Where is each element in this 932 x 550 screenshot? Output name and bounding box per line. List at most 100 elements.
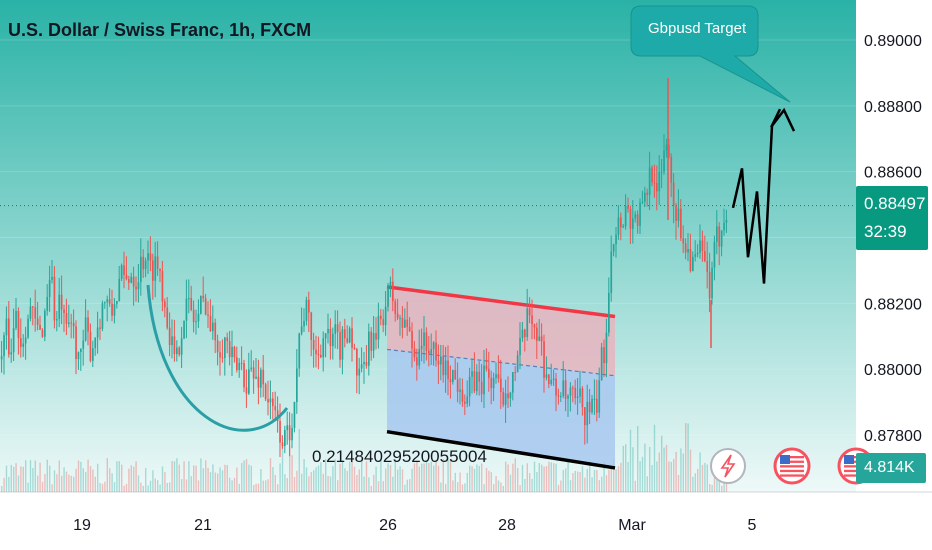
candle-body: [372, 333, 375, 351]
candle-body: [104, 302, 106, 304]
volume-bar: [65, 471, 68, 492]
volume-bar: [569, 480, 572, 492]
candle-body: [238, 362, 241, 371]
candle-body: [34, 307, 37, 319]
candle-body: [185, 298, 188, 321]
volume-bar: [490, 472, 492, 492]
volume-bar: [20, 466, 22, 492]
volume-bar: [298, 429, 300, 492]
candle-body: [322, 338, 325, 358]
volume-bar: [39, 462, 41, 492]
candle-body: [56, 319, 58, 321]
candle-body: [375, 333, 377, 340]
candle-body: [399, 317, 401, 319]
volume-bar: [253, 484, 255, 492]
candle-body: [456, 379, 459, 392]
candle-body: [648, 167, 651, 195]
volume-bar: [22, 466, 24, 492]
candle-body: [603, 347, 605, 364]
volume-bar: [706, 464, 708, 492]
volume-bar: [526, 463, 528, 492]
candle-body: [656, 182, 658, 192]
volume-bar: [553, 463, 555, 492]
candle-body: [48, 279, 51, 298]
volume-bar: [320, 462, 322, 492]
candle-body: [356, 349, 358, 376]
candle-body: [560, 396, 562, 398]
price-tick-label: 0.88600: [864, 165, 922, 182]
volume-bar: [651, 465, 653, 492]
candle-body: [128, 279, 130, 283]
volume-bar: [58, 460, 60, 492]
candle-body: [680, 208, 682, 239]
candle-body: [284, 430, 286, 447]
volume-bar: [346, 470, 348, 492]
candle-body: [514, 372, 517, 374]
candle-body: [670, 156, 673, 183]
candle-body: [188, 298, 190, 300]
candle-body: [195, 321, 197, 323]
volume-bar: [317, 465, 320, 492]
volume-bar: [512, 463, 514, 492]
candle-body: [176, 347, 178, 355]
candle-body: [286, 425, 289, 431]
candle-body: [173, 336, 176, 355]
volume-bar: [121, 464, 123, 492]
volume-bar: [541, 464, 543, 492]
candle-body: [94, 337, 97, 349]
candle-body: [672, 182, 675, 207]
candle-body: [101, 303, 104, 329]
price-axis[interactable]: 0.890000.888000.886000.884000.882000.880…: [864, 33, 922, 445]
candle-body: [255, 376, 257, 379]
volume-bar: [149, 480, 152, 492]
candle-body: [665, 144, 668, 151]
price-tick-label: 0.89000: [864, 33, 922, 50]
price-tick-label: 0.88000: [864, 362, 922, 379]
candle-body: [524, 329, 526, 338]
channel-bottom-line: [386, 429, 616, 470]
candle-body: [281, 442, 284, 447]
candle-body: [449, 379, 452, 383]
candle-body: [166, 307, 169, 328]
volume-bar: [435, 461, 437, 492]
volume-bar: [123, 485, 125, 492]
volume-bar: [265, 480, 267, 492]
candle-body: [334, 324, 337, 334]
flag-stripe: [780, 465, 804, 468]
volume-bar: [464, 483, 466, 492]
event-markers[interactable]: [710, 447, 875, 485]
volume-bar: [505, 461, 507, 492]
candle-body: [161, 271, 164, 302]
time-tick-label: Mar: [618, 517, 646, 534]
volume-bar: [565, 468, 567, 492]
volume-bar: [493, 484, 495, 492]
volume-bar: [421, 463, 423, 492]
candle-body: [651, 167, 653, 183]
volume-bar: [212, 464, 214, 492]
volume-bar: [483, 484, 485, 492]
volume-bar: [591, 477, 593, 492]
candle-body: [629, 208, 632, 229]
time-axis[interactable]: 19 21 26 28 Mar 5: [73, 517, 756, 534]
volume-bar: [665, 445, 668, 492]
candle-body: [15, 311, 17, 329]
volume-bar: [142, 485, 144, 492]
candle-body: [20, 338, 22, 347]
volume-bar: [581, 466, 584, 492]
volume-bar: [507, 464, 509, 492]
candle-body: [267, 399, 269, 403]
volume-bar: [137, 475, 140, 492]
volume-bar: [389, 464, 392, 492]
volume-bar: [574, 470, 576, 492]
current-price-badge: 0.88497 32:39: [856, 186, 928, 250]
volume-bar: [543, 466, 545, 492]
target-callout-label[interactable]: Gbpusd Target: [648, 20, 747, 37]
volume-bar: [615, 469, 617, 492]
volume-bar: [94, 476, 96, 492]
volume-bar: [418, 466, 420, 492]
candle-body: [111, 303, 113, 316]
candle-body: [588, 401, 591, 413]
candle-body: [63, 309, 65, 313]
volume-bar: [286, 478, 288, 492]
